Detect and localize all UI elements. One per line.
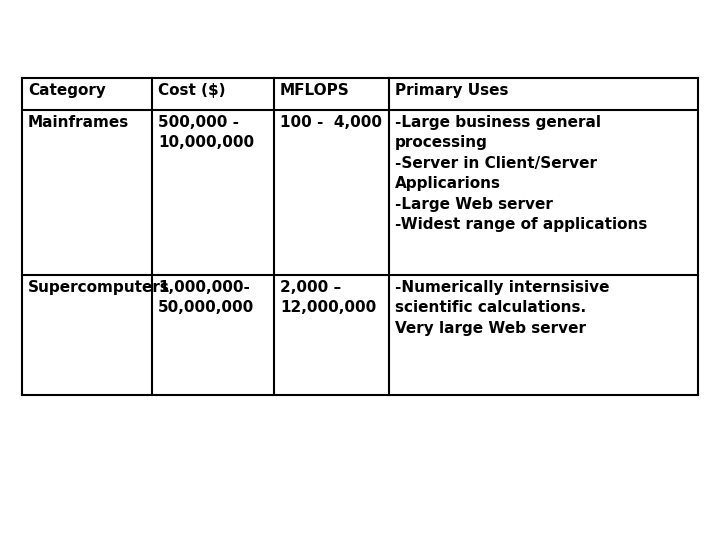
Text: Supercomputers: Supercomputers xyxy=(28,280,170,295)
Text: Primary Uses: Primary Uses xyxy=(395,83,508,98)
Text: 2,000 –
12,000,000: 2,000 – 12,000,000 xyxy=(280,280,377,315)
Text: 100 -  4,000: 100 - 4,000 xyxy=(280,115,382,130)
Text: Mainframes: Mainframes xyxy=(28,115,130,130)
Text: 500,000 -
10,000,000: 500,000 - 10,000,000 xyxy=(158,115,254,151)
Text: MFLOPS: MFLOPS xyxy=(280,83,350,98)
Text: 1,000,000-
50,000,000: 1,000,000- 50,000,000 xyxy=(158,280,254,315)
Text: Category: Category xyxy=(28,83,106,98)
Text: -Large business general
processing
-Server in Client/Server
Applicarions
-Large : -Large business general processing -Serv… xyxy=(395,115,647,232)
Text: -Numerically internsisive
scientific calculations.
Very large Web server: -Numerically internsisive scientific cal… xyxy=(395,280,610,336)
Text: Cost ($): Cost ($) xyxy=(158,83,225,98)
